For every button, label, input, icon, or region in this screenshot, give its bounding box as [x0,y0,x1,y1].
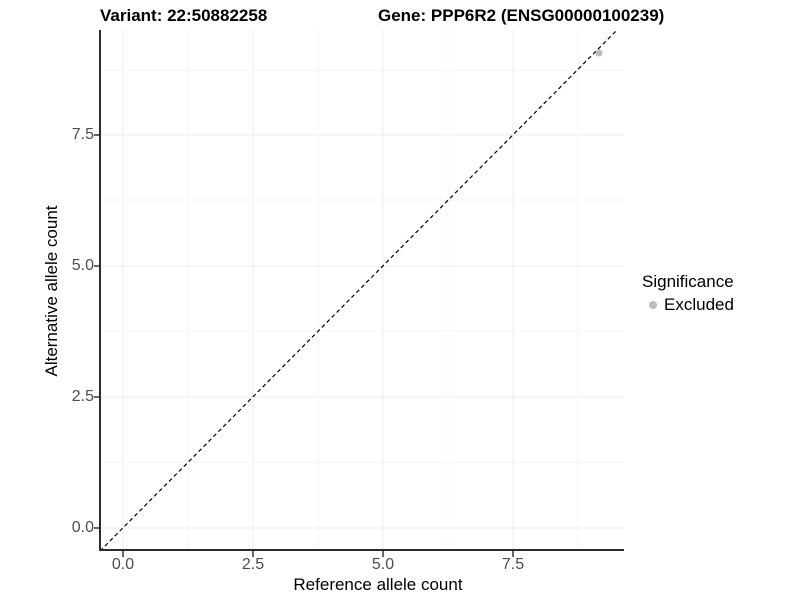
x-tick-label-3: 7.5 [501,556,525,573]
x-tick-label-0: 0.0 [111,556,135,573]
legend-item-label: Excluded [664,295,734,314]
plot-panel [94,29,624,557]
x-tick-label-1: 2.5 [241,556,265,573]
y-tick-label-0: 0.0 [71,519,94,536]
y-tick-label-3: 7.5 [71,126,94,143]
gene-title: Gene: PPP6R2 (ENSG00000100239) [378,6,665,25]
legend-item-excluded: Excluded [638,295,734,315]
y-axis-title: Alternative allele count [42,205,61,377]
y-tick-label-1: 2.5 [71,388,94,405]
grid-minor [100,30,624,551]
x-tick-label-2: 5.0 [371,556,395,573]
y-tick-label-2: 5.0 [71,257,94,274]
tick-marks [94,134,514,557]
x-axis-title: Reference allele count [293,575,463,594]
identity-reference-line [99,29,618,552]
data-point-excluded [595,49,603,57]
grid-major [100,30,624,551]
excluded-point-icon [649,301,657,309]
variant-title: Variant: 22:50882258 [100,6,268,25]
axis-lines [99,30,624,551]
legend-title: Significance [642,272,734,291]
legend: Significance Excluded [638,272,734,315]
